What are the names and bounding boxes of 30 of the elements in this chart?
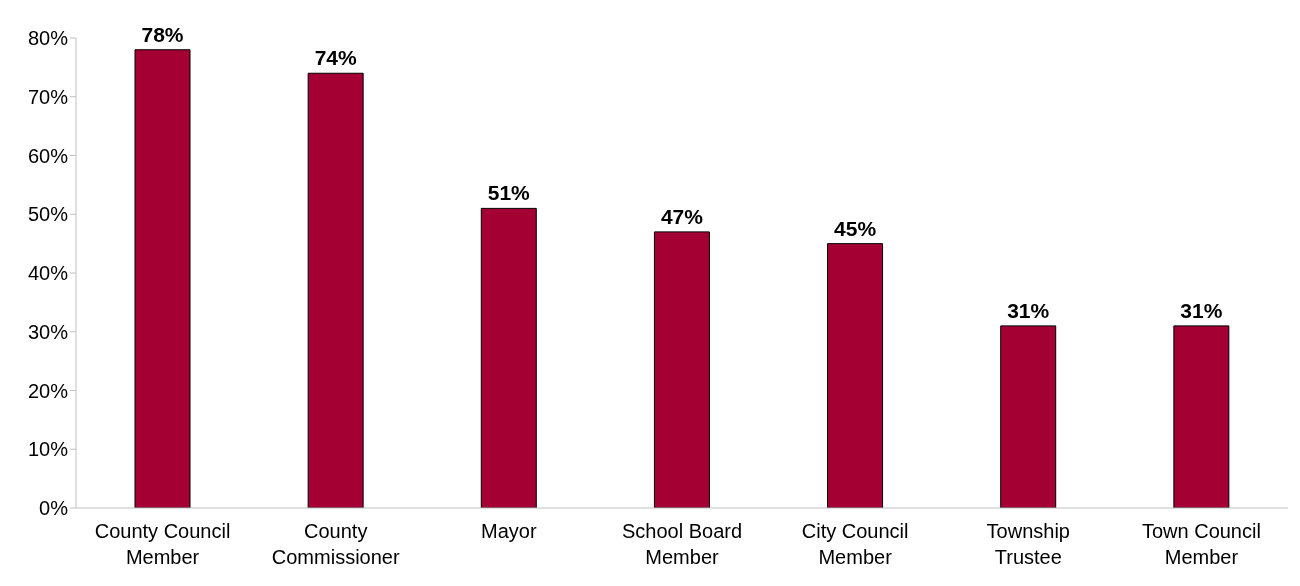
y-tick-label: 30% — [27, 320, 69, 343]
y-tick-label: 80% — [27, 27, 69, 50]
data-label: 31% — [1007, 298, 1050, 322]
bar — [827, 243, 884, 508]
x-tick-label: Township Trustee — [986, 520, 1070, 568]
bar — [480, 207, 537, 508]
bar — [1000, 325, 1057, 508]
x-tick-label: County Council Member — [94, 520, 231, 568]
data-label: 74% — [314, 46, 357, 70]
data-label: 45% — [834, 216, 877, 240]
y-tick-label: 40% — [27, 262, 69, 285]
y-tick-label: 70% — [27, 85, 69, 108]
y-tick-label: 0% — [39, 497, 69, 520]
y-tick-label: 50% — [27, 203, 69, 226]
data-label: 78% — [141, 22, 184, 46]
x-tick-label: Town Council Member — [1141, 520, 1261, 568]
x-tick-label: Mayor — [481, 520, 537, 542]
y-tick-label: 20% — [27, 379, 69, 402]
y-tick-label: 10% — [27, 438, 69, 461]
x-tick-label: City Council Member — [801, 520, 909, 568]
x-tick-label: School Board Member — [621, 520, 743, 568]
x-tick-label: County Commissioner — [271, 520, 400, 568]
bar — [1173, 325, 1230, 508]
bar — [134, 49, 191, 508]
y-tick-label: 60% — [27, 144, 69, 167]
bar — [307, 72, 364, 508]
data-label: 47% — [660, 204, 704, 228]
bar — [653, 231, 710, 508]
data-label: 51% — [487, 181, 531, 205]
data-label: 31% — [1180, 298, 1223, 322]
